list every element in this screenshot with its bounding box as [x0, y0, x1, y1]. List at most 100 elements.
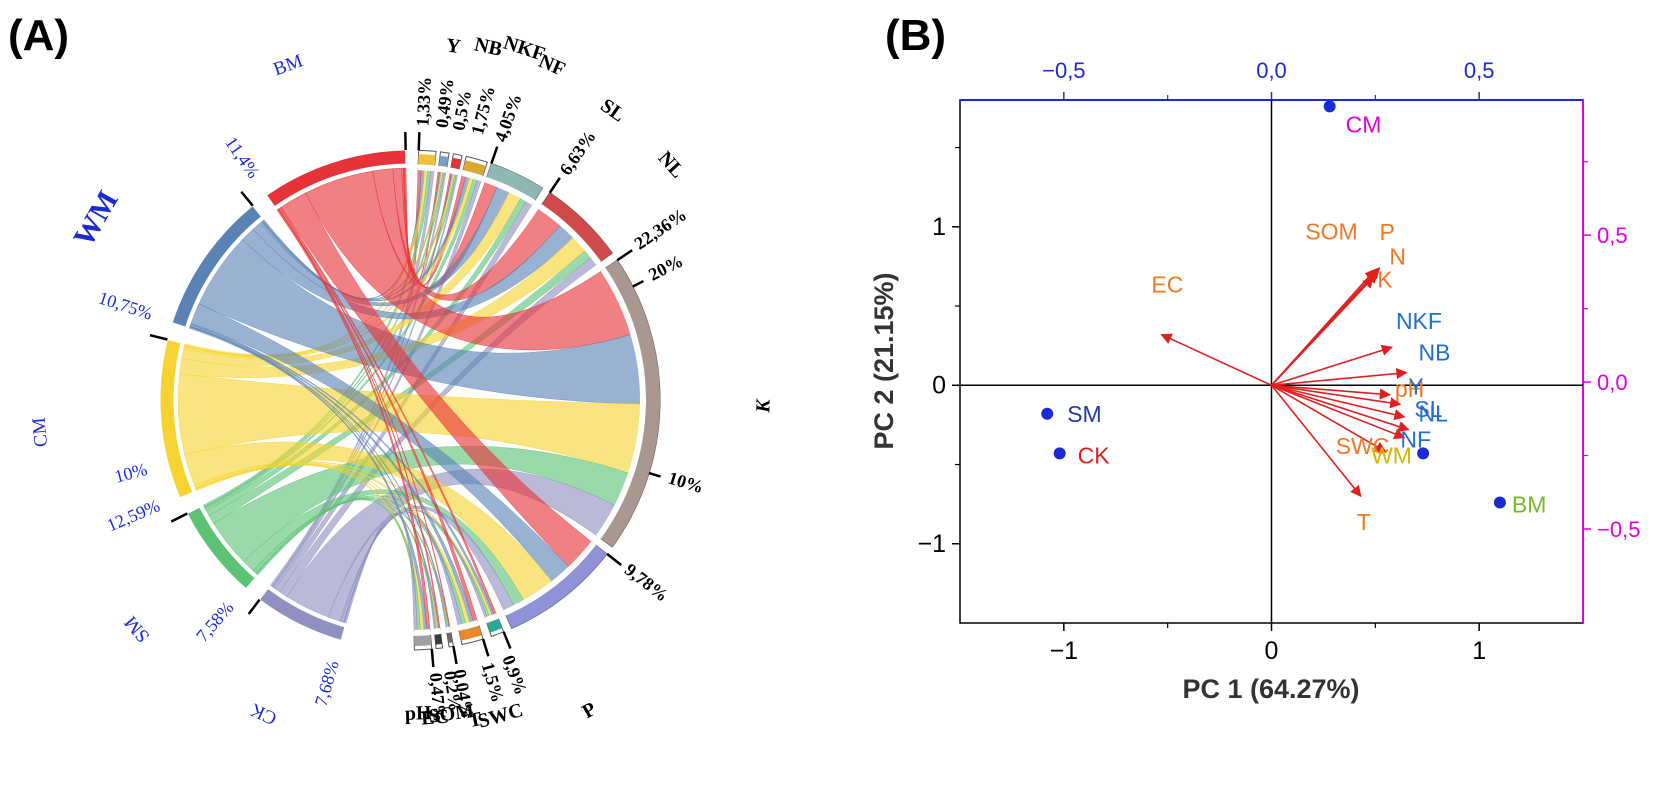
target-arc-som	[446, 632, 453, 643]
target-percent-nl: 6,63%	[555, 127, 600, 179]
target-arc-inner-y	[418, 164, 435, 172]
target-arc-inner-k	[596, 268, 647, 539]
target-arc-ph	[414, 635, 432, 646]
score-point-ck	[1053, 447, 1066, 460]
loading-arrow-y	[1271, 384, 1402, 409]
x-tick-label: −1	[1050, 637, 1079, 665]
loading-arrow-nf	[1271, 384, 1406, 440]
arc-tick	[606, 552, 622, 566]
arc-tick	[490, 146, 499, 165]
arc-tick	[417, 132, 421, 151]
target-name-p: P	[578, 698, 600, 723]
source-percent-wm: 10,75%	[96, 288, 155, 324]
right-tick-label: −0,5	[1597, 517, 1640, 542]
biplot-axes: −1 0 1 −1 0 1 −0,5 0,0 0,5 −0,5 0,0 0,5	[917, 58, 1640, 665]
loading-arrow-nkf	[1271, 344, 1394, 387]
loading-arrow-sl	[1271, 384, 1406, 421]
source-name-bm: BM	[271, 50, 306, 80]
loading-arrow-nl	[1271, 384, 1410, 432]
top-tick-label: 0,5	[1464, 58, 1495, 83]
source-name-cm: CM	[29, 417, 53, 448]
target-arc-inner-p	[503, 541, 596, 616]
y-tick-label: 0	[932, 371, 946, 399]
target-name-sl: SL	[596, 94, 629, 126]
loading-label-p: P	[1379, 219, 1394, 245]
target-arc-inner-nkf	[449, 167, 460, 175]
top-tick-label: −0,5	[1042, 58, 1085, 83]
arc-tick	[616, 249, 633, 262]
target-percent-p: 9,78%	[621, 559, 672, 605]
target-tick-label-0: 20%	[645, 251, 686, 285]
loading-arrow-t	[1270, 384, 1362, 498]
target-percent-ph: 0,47%	[426, 672, 450, 723]
source-arc-wm	[171, 204, 263, 328]
y-tick-label: −1	[917, 530, 946, 558]
score-point-cm	[1323, 100, 1336, 113]
source-tick-label: 10%	[112, 459, 149, 487]
loading-label-t: T	[1357, 509, 1371, 535]
loading-label-nl: NL	[1419, 401, 1449, 427]
target-arc-nf	[463, 160, 486, 176]
panel-b-label: (B)	[885, 11, 946, 60]
arc-tick	[502, 631, 512, 649]
target-arc-inner-nl	[538, 204, 601, 265]
x-axis-label: PC 1 (64.27%)	[1182, 674, 1359, 704]
target-arc-nkf	[451, 157, 462, 170]
loading-arrow-ph	[1271, 384, 1391, 400]
target-arc-inner-nb	[438, 165, 447, 173]
x-tick-label: 0	[1265, 637, 1279, 665]
source-percent-sm: 7,58%	[192, 598, 238, 646]
target-name-t: T	[466, 708, 484, 732]
chord-ribbons	[177, 167, 643, 633]
target-tick-label-1: 10%	[666, 468, 706, 498]
arc-tick	[170, 512, 188, 523]
loading-label-nkf: NKF	[1396, 308, 1442, 334]
target-arc-k	[600, 260, 661, 547]
ribbon-ck-ph	[344, 513, 418, 633]
loading-label-n: N	[1389, 244, 1406, 270]
arc-tick	[240, 190, 254, 207]
score-label-bm: BM	[1512, 492, 1547, 518]
loading-arrow-swc	[1271, 384, 1387, 453]
y-tick-label: 1	[932, 213, 946, 241]
source-arc-bm	[265, 149, 407, 208]
score-label-wm: WM	[1371, 442, 1412, 468]
target-name-ph: pH	[405, 702, 433, 725]
score-label-ck: CK	[1078, 442, 1111, 468]
target-name-nl: NL	[654, 147, 689, 182]
score-points: CM SM CK BM WM	[1041, 100, 1547, 518]
panel-a-label: (A)	[8, 11, 69, 60]
loading-label-swc: SWC	[1336, 433, 1390, 459]
source-arc-sm	[186, 506, 256, 590]
score-label-sm: SM	[1067, 401, 1102, 427]
target-arc-y	[418, 154, 436, 166]
target-arc-inner-nf	[461, 170, 483, 182]
source-percent-bm: 11,4%	[221, 133, 264, 182]
arc-tick	[648, 471, 661, 478]
target-name-nb: NB	[472, 33, 504, 60]
source-percent-cm: 12,59%	[104, 495, 163, 535]
ribbon-bm-ph	[276, 208, 431, 632]
target-arc-ec	[434, 634, 443, 645]
pca-biplot: −1 0 1 −1 0 1 −0,5 0,0 0,5 −0,5 0,0 0,5 EC SOM PNKNKF…	[869, 58, 1640, 704]
target-percent-y: 1,33%	[412, 76, 435, 126]
arc-tick	[548, 177, 561, 194]
loading-label-sl: SL	[1414, 396, 1442, 422]
target-name-y: Y	[445, 34, 463, 58]
score-label-cm: CM	[1346, 111, 1382, 137]
y-axis-label: PC 2 (21.15%)	[869, 272, 899, 449]
arc-tick	[481, 638, 490, 657]
target-arc-t	[459, 625, 482, 641]
target-arc-swc	[486, 618, 503, 633]
x-tick-label: 1	[1472, 637, 1486, 665]
arc-tick	[632, 279, 645, 288]
ribbon-wm-ph	[189, 326, 428, 632]
arc-tick	[149, 333, 168, 341]
score-point-sm	[1041, 407, 1054, 420]
loading-arrow-nb	[1271, 367, 1408, 387]
target-arc-nl	[542, 192, 613, 262]
loading-label-k: K	[1377, 267, 1393, 293]
source-arc-ck	[258, 587, 346, 641]
target-arc-inner-ph	[414, 629, 431, 636]
